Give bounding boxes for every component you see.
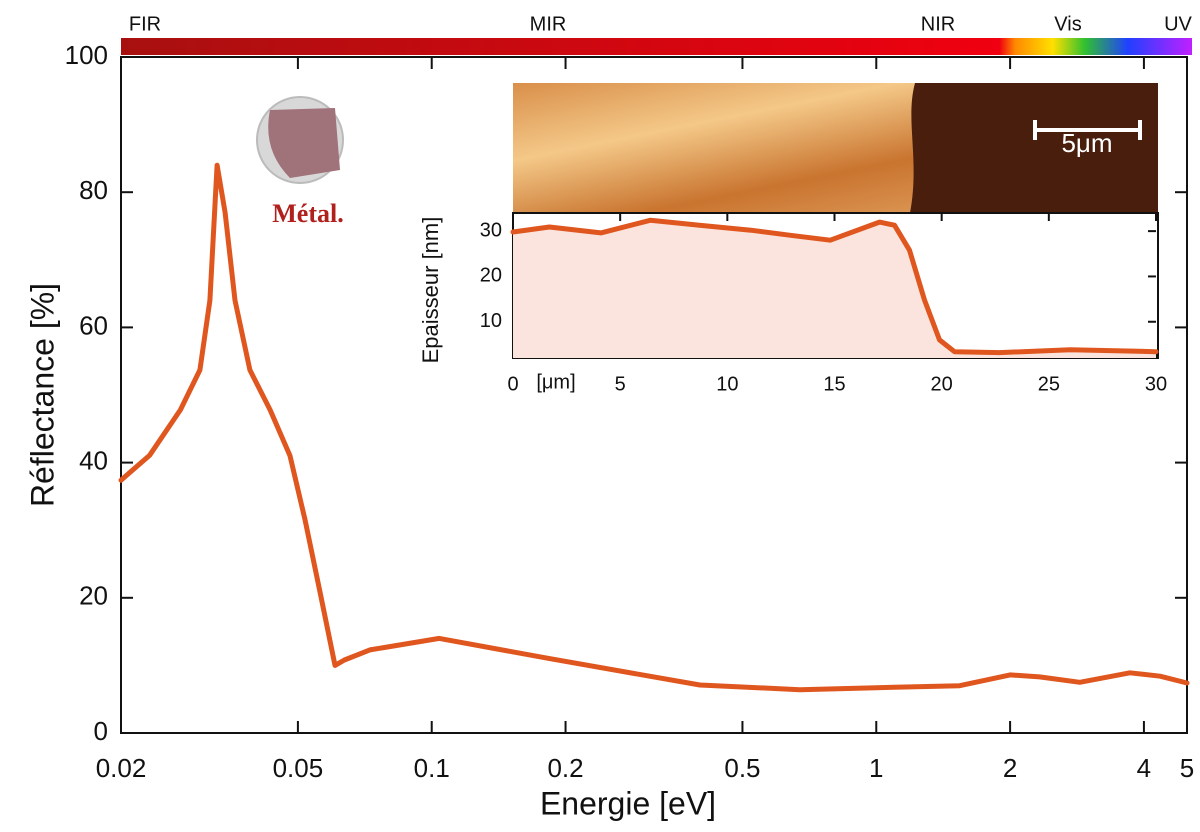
x-tick-label: 20 (931, 373, 953, 395)
spectral-region-label: Vis (1054, 13, 1081, 35)
y-tick-label: 0 (94, 716, 108, 746)
y-axis-label: Réflectance [%] (24, 283, 60, 507)
y-tick-label: 60 (79, 310, 108, 340)
x-tick-label: 0.1 (414, 753, 450, 783)
sample-film (268, 108, 340, 178)
data-line (510, 217, 1159, 356)
y-tick-label: 100 (65, 40, 108, 70)
x-tick-label: 30 (1145, 373, 1167, 395)
x-tick-label: 4 (1137, 753, 1151, 783)
spectrum-bar (121, 38, 1192, 55)
spectral-region-label: NIR (921, 13, 955, 35)
data-line (118, 162, 1190, 693)
x-tick-label: 0.2 (547, 753, 583, 783)
y-tick-label: 30 (480, 219, 502, 241)
area-fill (513, 220, 1156, 358)
spectral-region-label: MIR (530, 13, 567, 35)
photo-label: Métal. (272, 199, 343, 228)
y-tick-label: 40 (79, 445, 108, 475)
x-tick-label: 0.05 (273, 753, 324, 783)
x-tick-label: 0.5 (724, 753, 760, 783)
afm-substrate (910, 83, 1158, 213)
y-tick-label: 10 (480, 310, 502, 332)
y-tick-label: 20 (79, 581, 108, 611)
x-tick-label: 1 (869, 753, 883, 783)
spectral-region-label: FIR (129, 13, 161, 35)
spectral-region-label: UV (1164, 13, 1192, 35)
x-tick-label: 0 (507, 373, 518, 395)
x-tick-label: 15 (823, 373, 845, 395)
y-axis-label: Epaisseur [nm] (418, 217, 443, 364)
scale-bar-label: 5μm (1061, 128, 1112, 158)
y-tick-label: 80 (79, 175, 108, 205)
main-frame (120, 56, 1188, 734)
x-tick-label: 5 (615, 373, 626, 395)
x-tick-label: 10 (716, 373, 738, 395)
y-tick-label: 20 (480, 265, 502, 287)
x-tick-label: 0.02 (96, 753, 147, 783)
x-axis-label: [μm] (536, 371, 575, 393)
scale-bar (1033, 120, 1142, 140)
x-tick-label: 5 (1180, 753, 1194, 783)
x-axis-label: Energie [eV] (540, 785, 716, 821)
x-tick-label: 25 (1038, 373, 1060, 395)
x-tick-label: 2 (1003, 753, 1017, 783)
